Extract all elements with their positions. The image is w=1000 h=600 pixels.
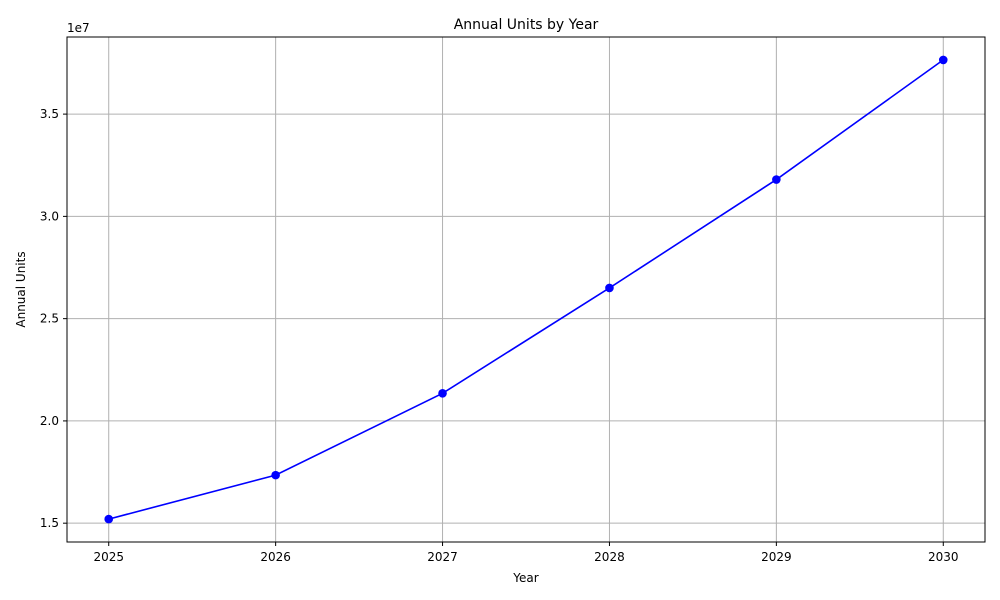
data-point (938, 55, 948, 65)
data-point (438, 389, 447, 398)
chart-title: Annual Units by Year (454, 17, 599, 33)
x-tick-label: 2028 (594, 550, 625, 564)
data-point (772, 175, 781, 184)
grid-lines (67, 37, 985, 542)
series-layer (104, 55, 948, 524)
x-axis-label: Year (512, 571, 538, 585)
x-tick-label: 2027 (427, 550, 458, 564)
y-axis-ticks: 1.5 2.0 2.5 3.0 3.5 (40, 107, 67, 530)
y-tick-label: 2.5 (40, 312, 59, 326)
data-point (605, 283, 614, 293)
x-tick-label: 2029 (761, 550, 792, 564)
x-axis-ticks: 2025 2026 2027 2028 2029 2030 (93, 542, 959, 564)
series-line (108, 59, 944, 520)
y-tick-label: 1.5 (40, 516, 59, 530)
x-tick-label: 2026 (260, 550, 291, 564)
y-tick-label: 3.0 (40, 209, 59, 223)
y-tick-label: 2.0 (40, 414, 59, 428)
y-tick-label: 3.5 (40, 107, 59, 121)
data-point (271, 470, 280, 480)
y-axis-offset-label: 1e7 (67, 21, 90, 35)
data-point (104, 514, 114, 524)
x-tick-label: 2030 (928, 550, 959, 564)
y-axis-label: Annual Units (14, 251, 28, 327)
plot-frame (66, 36, 986, 543)
x-tick-label: 2025 (93, 550, 124, 564)
